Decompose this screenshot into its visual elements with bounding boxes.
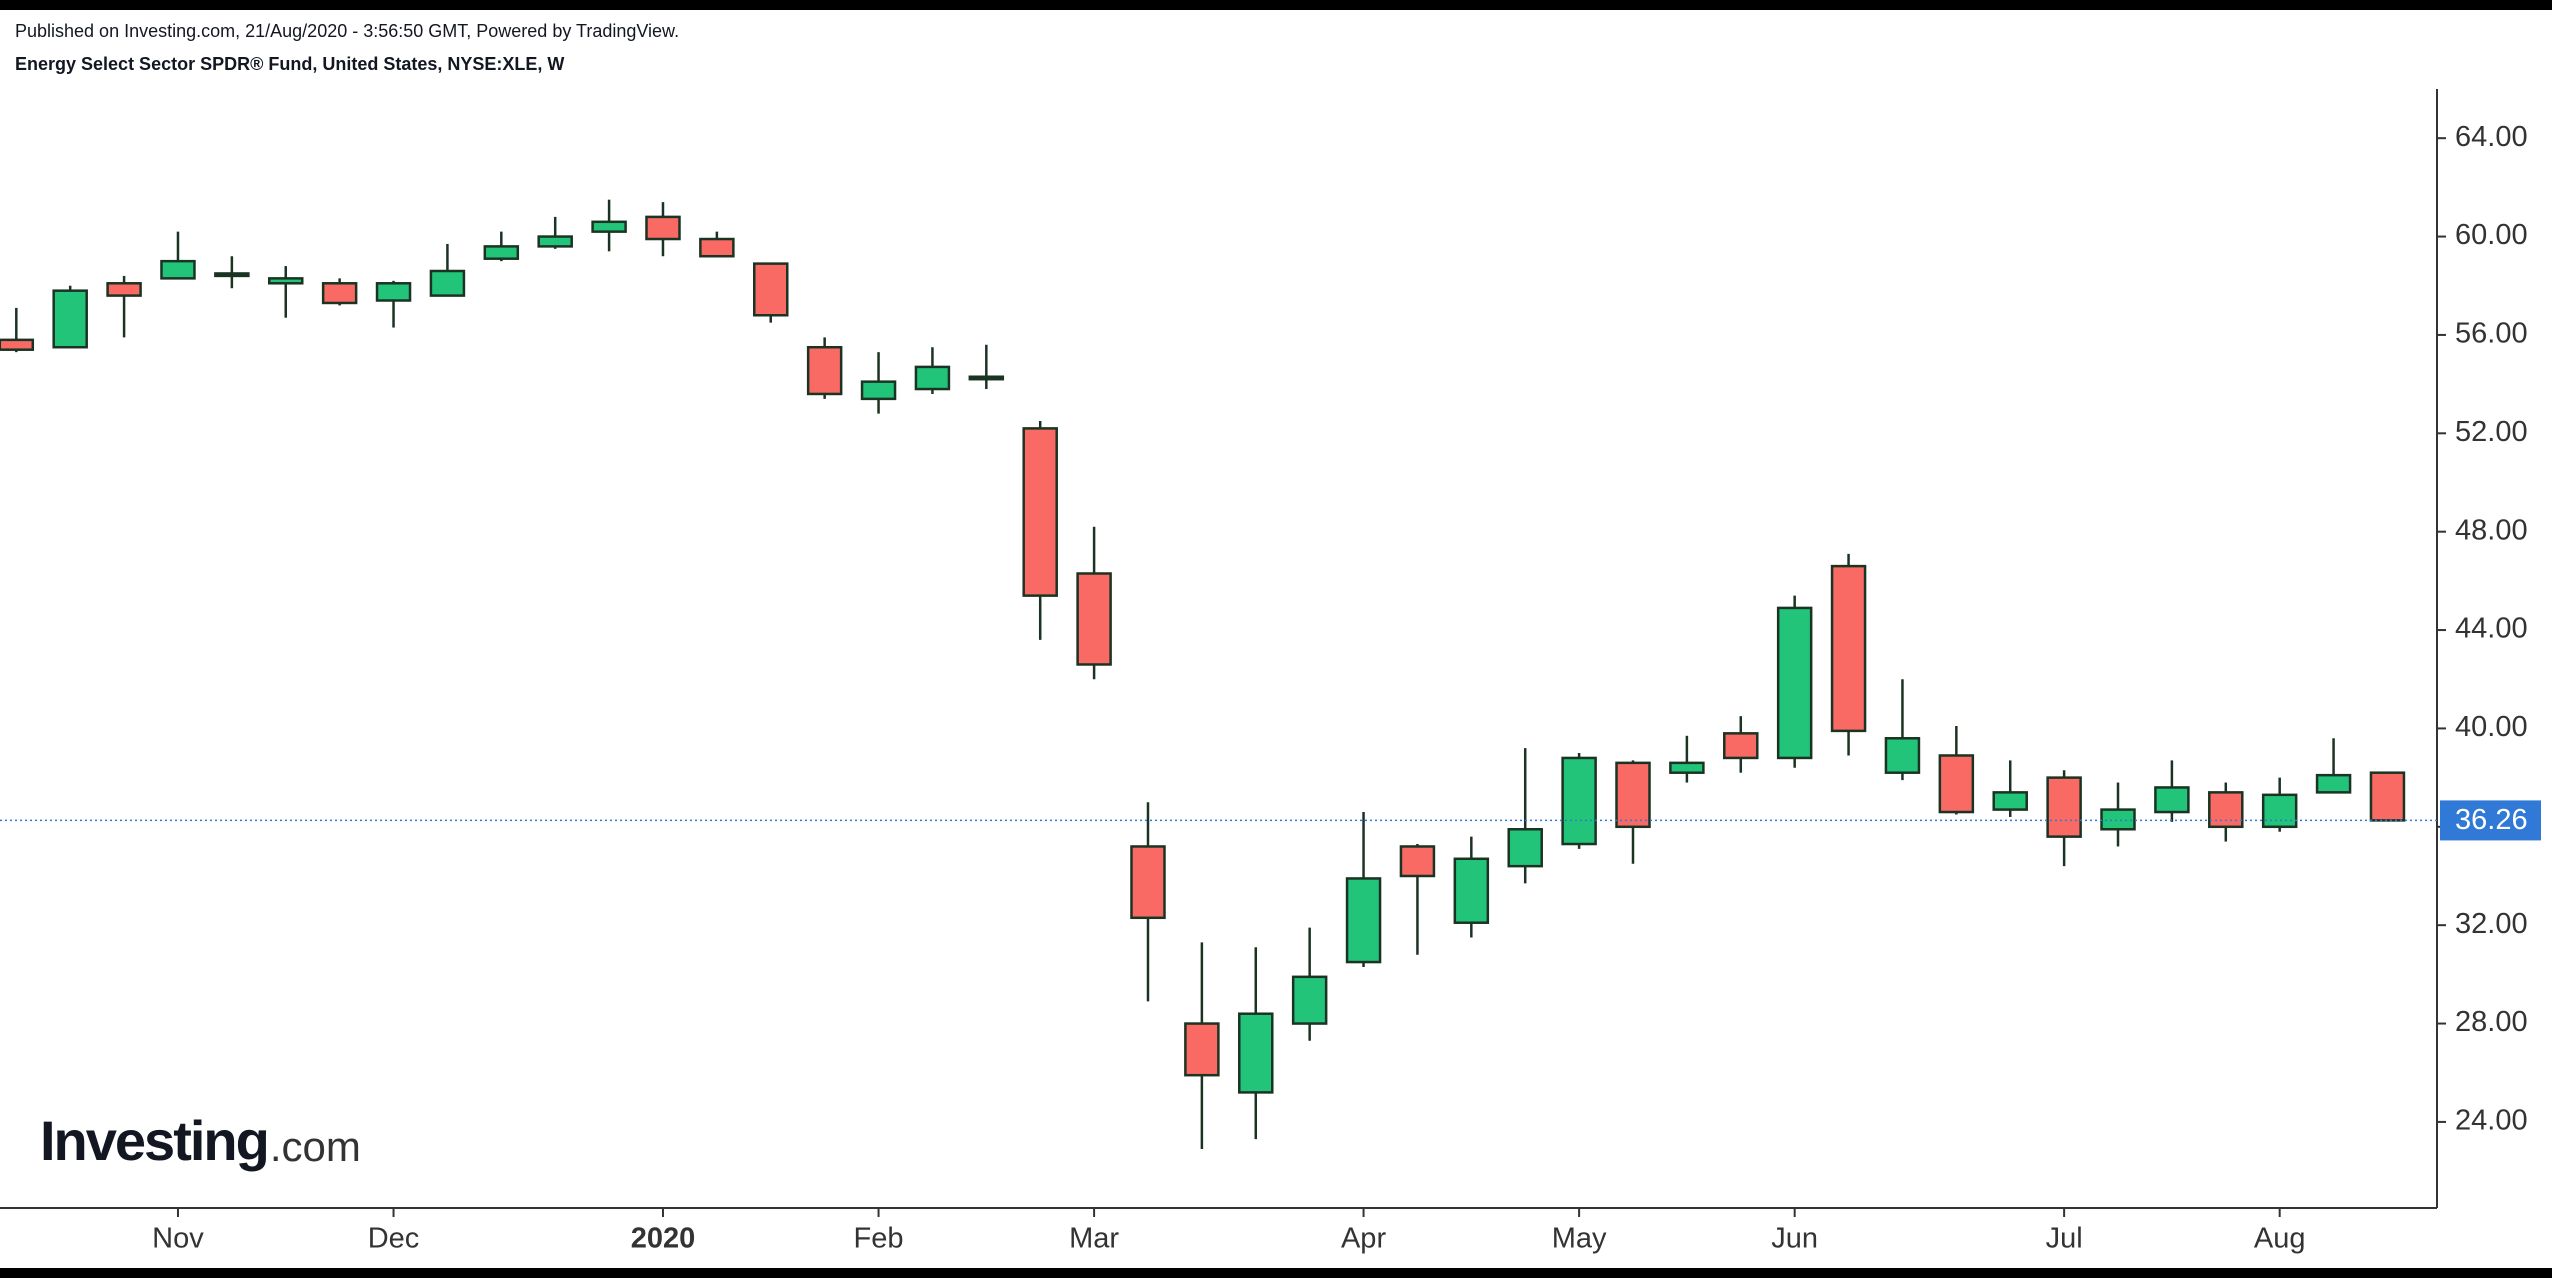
y-tick-label: 48.00 [2455,514,2528,546]
y-tick-label: 32.00 [2455,908,2528,940]
x-tick-label: Feb [854,1223,904,1255]
candle-body [1938,754,1975,814]
candle-body [1830,564,1867,733]
x-tick-label: Jul [2046,1223,2083,1255]
candle-body [214,272,250,278]
candle-body [645,215,681,241]
candle-body [1399,845,1436,878]
candle-body [2100,808,2136,831]
candle-body [2154,786,2190,814]
candle-body [1291,975,1328,1025]
candle-body [1669,761,1705,774]
candle-body [1130,845,1166,920]
y-tick-label: 44.00 [2455,613,2528,645]
candle-body [1507,828,1543,868]
candle-body [537,235,573,248]
candle-body [2369,771,2406,822]
x-tick-label: May [1552,1223,1607,1255]
x-tick-label: Jun [1771,1223,1818,1255]
top-bar [0,0,2552,10]
candle-body [1022,427,1058,597]
candle-body [1345,877,1382,964]
candle-body [1238,1012,1274,1094]
y-tick-label: 64.00 [2455,121,2528,153]
y-tick-label: 28.00 [2455,1006,2528,1038]
x-tick-label: Dec [368,1223,420,1255]
candle-body [1561,756,1597,846]
candle-body [1776,606,1813,760]
candle-body [2208,791,2244,829]
logo-name: Investing [40,1109,268,1172]
y-tick-label: 60.00 [2455,219,2528,251]
candle-body [375,282,412,302]
candle-body [0,338,35,351]
candle-body [1184,1022,1220,1077]
x-tick-label: 2020 [631,1223,696,1255]
candle-body [1992,791,2028,811]
logo: Investing [40,1109,270,1172]
candle-body [1615,761,1651,829]
y-tick-label: 56.00 [2455,318,2528,350]
y-tick-label: 24.00 [2455,1105,2528,1137]
candle-body [1884,737,1921,774]
x-tick-label: Apr [1341,1223,1386,1255]
candle-body [160,259,196,280]
candle-body [753,262,789,317]
candle-body [2261,793,2298,829]
last-price-label: 36.26 [2455,804,2528,836]
candle-body [914,365,951,391]
y-tick-label: 40.00 [2455,711,2528,743]
candle-body [2046,776,2082,838]
y-tick-label: 52.00 [2455,416,2528,448]
candle-body [106,282,142,297]
logo-suffix: .com [270,1123,361,1170]
candle-body [699,237,735,258]
candle-body [2315,773,2352,794]
candle-body [968,375,1005,381]
candle-body [806,345,843,396]
candle-body [483,245,520,260]
x-tick-label: Nov [152,1223,204,1255]
candle-body [860,380,897,401]
last-price-box [2440,800,2541,841]
x-tick-label: Aug [2254,1223,2306,1255]
x-tick-label: Mar [1069,1223,1119,1255]
candle-body [1076,572,1112,666]
candle-body [268,277,304,285]
subtitle: Published on Investing.com, 21/Aug/2020 … [15,21,679,41]
candle-body [1723,732,1759,760]
candle-body [1453,857,1490,924]
candle-body [321,282,358,305]
candle-body [52,289,88,349]
bottom-bar [0,1268,2552,1278]
chart-title: Energy Select Sector SPDR® Fund, United … [15,54,564,74]
candle-body [429,269,466,297]
candle-body [591,220,627,233]
